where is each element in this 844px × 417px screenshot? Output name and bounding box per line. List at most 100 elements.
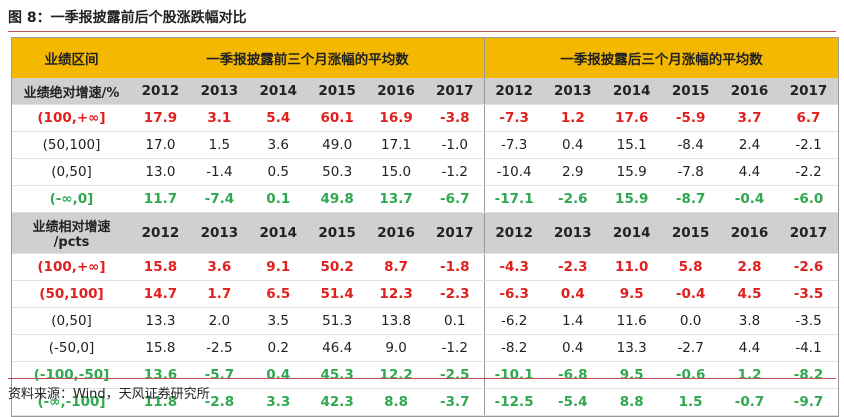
- value-cell: 5.8: [661, 253, 721, 281]
- value-cell: 2.0: [189, 307, 249, 335]
- value-cell: -12.5: [484, 388, 544, 416]
- value-cell: 45.3: [307, 361, 367, 389]
- value-cell: 1.4: [543, 307, 603, 335]
- value-cell: 17.6: [602, 104, 662, 132]
- value-cell: 9.5: [602, 280, 662, 308]
- value-cell: 1.2: [720, 361, 779, 389]
- value-cell: 9.5: [602, 361, 662, 389]
- top-divider: [8, 31, 836, 32]
- value-cell: 1.2: [543, 104, 603, 132]
- value-cell: -7.3: [484, 131, 544, 159]
- value-cell: 9.0: [366, 334, 426, 362]
- value-cell: 13.7: [366, 185, 426, 213]
- value-cell: 15.1: [602, 131, 662, 159]
- value-cell: 13.3: [131, 307, 190, 335]
- value-cell: 17.1: [366, 131, 426, 159]
- value-cell: -1.0: [425, 131, 485, 159]
- table-row: (50,100] 17.0 1.5 3.6 49.0 17.1 -1.0 -7.3 0.4 15.…: [12, 131, 838, 159]
- value-cell: 0.1: [425, 307, 485, 335]
- value-cell: 3.8: [720, 307, 779, 335]
- row-label: (0,50]: [12, 307, 131, 335]
- value-cell: 15.8: [131, 253, 190, 281]
- value-cell: 51.4: [307, 280, 367, 308]
- value-cell: -0.7: [720, 388, 779, 416]
- section-label-line: 业绩相对增速: [32, 220, 111, 235]
- table-row: (50,100] 14.7 1.7 6.5 51.4 12.3 -2.3 -6.3 0.4 9.5…: [12, 280, 838, 308]
- row-label: (100,+∞]: [12, 104, 131, 132]
- value-cell: -6.3: [484, 280, 544, 308]
- value-cell: -2.8: [189, 388, 249, 416]
- value-cell: 17.0: [131, 131, 190, 159]
- value-cell: 46.4: [307, 334, 367, 362]
- value-cell: -0.6: [661, 361, 721, 389]
- table-row: (-50,0] 15.8 -2.5 0.2 46.4 9.0 -1.2 -8.2 0.4 13.3…: [12, 334, 838, 362]
- data-table-container: 业绩区间 一季报披露前三个月涨幅的平均数 一季报披露后三个月涨幅的平均数 业绩绝…: [11, 37, 839, 417]
- value-cell: -8.2: [484, 334, 544, 362]
- value-cell: -0.4: [661, 280, 721, 308]
- value-cell: -3.5: [778, 280, 838, 308]
- value-cell: 3.6: [248, 131, 308, 159]
- value-cell: 12.3: [366, 280, 426, 308]
- year-cell: 2012: [131, 78, 190, 105]
- row-label: (50,100]: [12, 131, 131, 159]
- header-before: 一季报披露前三个月涨幅的平均数: [131, 38, 485, 78]
- value-cell: 0.2: [248, 334, 308, 362]
- year-cell: 2014: [602, 78, 662, 105]
- figure-title: 图 8：一季报披露前后个股涨跌幅对比: [8, 10, 247, 26]
- year-cell: 2017: [778, 212, 838, 254]
- table-row: (0,50] 13.0 -1.4 0.5 50.3 15.0 -1.2 -10.4 2.9 15.…: [12, 158, 838, 186]
- header-col-label: 业绩区间: [12, 38, 131, 78]
- value-cell: -3.5: [778, 307, 838, 335]
- year-cell: 2013: [189, 212, 249, 254]
- value-cell: -3.8: [425, 104, 485, 132]
- value-cell: 50.2: [307, 253, 367, 281]
- value-cell: 15.0: [366, 158, 426, 186]
- value-cell: 11.0: [602, 253, 662, 281]
- value-cell: -2.1: [778, 131, 838, 159]
- year-cell: 2012: [484, 212, 544, 254]
- value-cell: -1.2: [425, 158, 485, 186]
- value-cell: -2.3: [543, 253, 603, 281]
- value-cell: 0.4: [543, 280, 603, 308]
- value-cell: 16.9: [366, 104, 426, 132]
- value-cell: 8.7: [366, 253, 426, 281]
- value-cell: -1.4: [189, 158, 249, 186]
- value-cell: -9.7: [778, 388, 838, 416]
- source-note: 资料来源：Wind，天风证券研究所: [8, 387, 210, 402]
- value-cell: 0.4: [248, 361, 308, 389]
- table-row: (-∞,-100] 11.8 -2.8 3.3 42.3 8.8 -3.7 -12.5 -5.4…: [12, 388, 838, 416]
- value-cell: 2.8: [720, 253, 779, 281]
- value-cell: 0.4: [543, 334, 603, 362]
- year-header-row: 业绩绝对增速/% 2012 2013 2014 2015 2016 2017 2012 2013…: [12, 78, 838, 105]
- year-cell: 2015: [661, 78, 721, 105]
- data-table: 业绩区间 一季报披露前三个月涨幅的平均数 一季报披露后三个月涨幅的平均数 业绩绝…: [12, 38, 838, 416]
- value-cell: -4.1: [778, 334, 838, 362]
- value-cell: 4.5: [720, 280, 779, 308]
- year-cell: 2017: [778, 78, 838, 105]
- section-label-line: 业绩绝对增速/%: [23, 85, 120, 101]
- header-row: 业绩区间 一季报披露前三个月涨幅的平均数 一季报披露后三个月涨幅的平均数: [12, 38, 838, 78]
- value-cell: 2.9: [543, 158, 603, 186]
- value-cell: -17.1: [484, 185, 544, 213]
- year-cell: 2016: [366, 212, 426, 254]
- value-cell: -2.5: [189, 334, 249, 362]
- row-label: (100,+∞]: [12, 253, 131, 281]
- value-cell: 60.1: [307, 104, 367, 132]
- year-cell: 2014: [248, 212, 308, 254]
- year-cell: 2017: [425, 212, 485, 254]
- value-cell: -2.7: [661, 334, 721, 362]
- table-row: (100,+∞] 15.8 3.6 9.1 50.2 8.7 -1.8 -4.3 -2.3 11.…: [12, 253, 838, 281]
- value-cell: 11.8: [131, 388, 190, 416]
- value-cell: 50.3: [307, 158, 367, 186]
- value-cell: 0.5: [248, 158, 308, 186]
- table-row: (100,+∞] 17.9 3.1 5.4 60.1 16.9 -3.8 -7.3 1.2 17.…: [12, 104, 838, 132]
- value-cell: 0.0: [661, 307, 721, 335]
- value-cell: -2.3: [425, 280, 485, 308]
- header-after: 一季报披露后三个月涨幅的平均数: [484, 38, 838, 78]
- value-cell: -1.2: [425, 334, 485, 362]
- value-cell: 15.9: [602, 185, 662, 213]
- section-label-line: /pcts: [53, 235, 90, 250]
- year-cell: 2016: [720, 78, 779, 105]
- value-cell: -0.4: [720, 185, 779, 213]
- year-cell: 2015: [661, 212, 721, 254]
